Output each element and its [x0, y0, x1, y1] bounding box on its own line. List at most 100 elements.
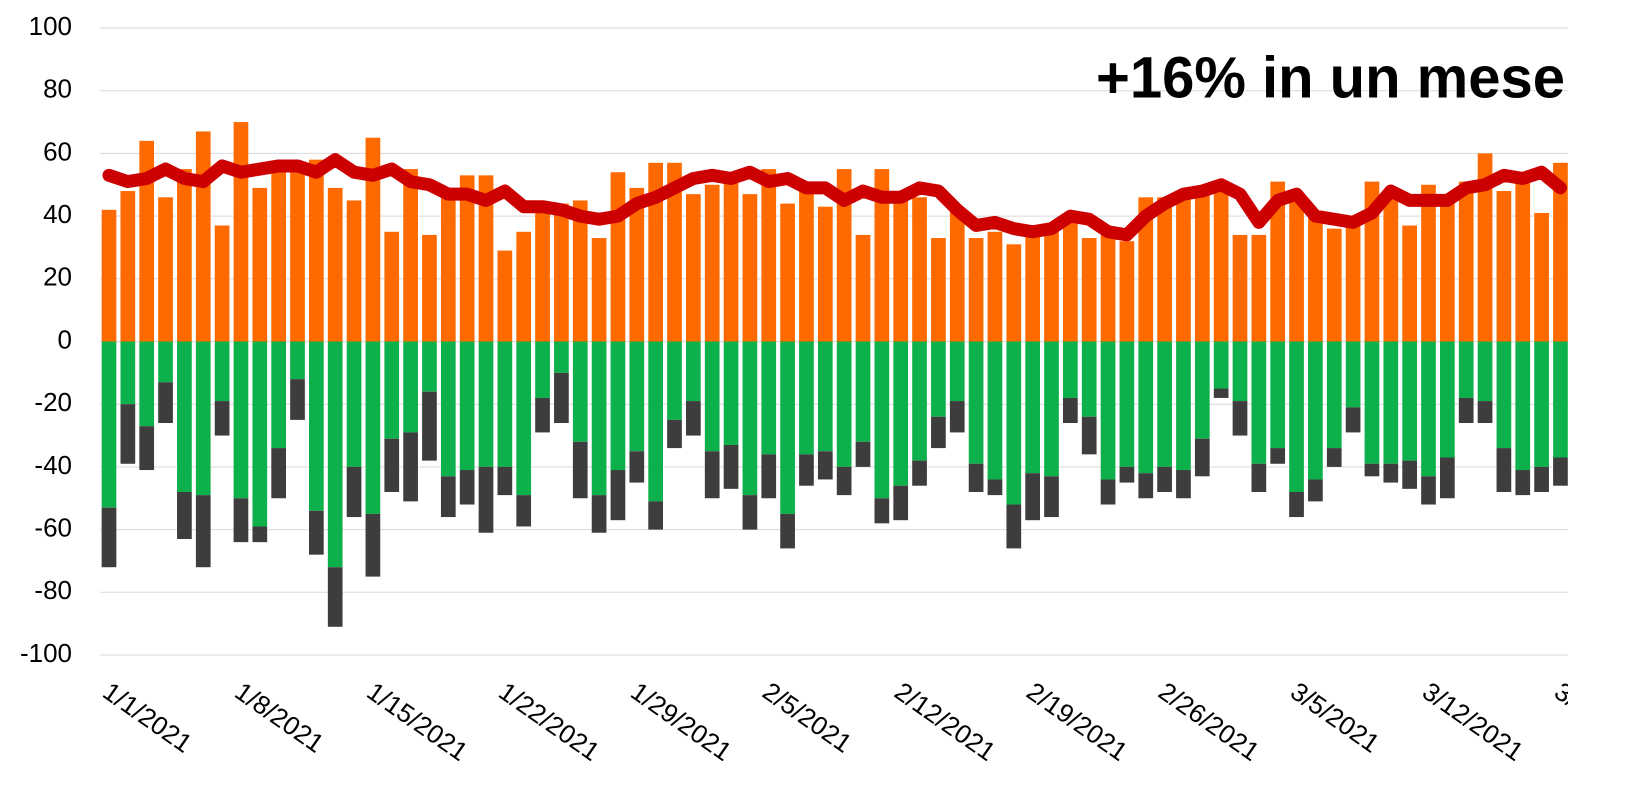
bar	[572, 200, 588, 342]
bar	[497, 466, 513, 496]
y-tick-label: 80	[43, 74, 72, 104]
bar	[912, 341, 927, 461]
x-tick-label: 1/22/2021	[493, 676, 605, 767]
bar	[1044, 341, 1059, 477]
bar	[365, 341, 381, 514]
y-tick-label: 60	[43, 136, 72, 166]
x-tick-label: 1/8/2021	[230, 676, 330, 759]
bar	[308, 510, 324, 555]
bar	[459, 175, 475, 342]
bar	[1534, 466, 1549, 492]
bar	[1100, 341, 1116, 480]
bar	[1119, 341, 1135, 467]
bar	[478, 175, 494, 342]
bar	[1176, 341, 1191, 471]
bar	[440, 197, 456, 342]
bar	[1006, 244, 1022, 342]
bar	[1345, 341, 1361, 408]
bar	[384, 438, 400, 492]
bar	[799, 341, 814, 455]
bar	[1534, 212, 1549, 342]
bar	[1421, 184, 1436, 342]
bar	[1138, 473, 1154, 499]
bar	[1402, 225, 1418, 342]
bar	[1326, 448, 1342, 467]
bar	[403, 432, 418, 502]
bar	[1213, 388, 1229, 398]
bar	[591, 341, 607, 496]
bar	[1119, 241, 1135, 342]
bar	[949, 401, 965, 433]
bar	[1062, 219, 1078, 342]
y-tick-label: -100	[20, 638, 72, 668]
bar	[648, 162, 664, 342]
bar	[1534, 341, 1549, 467]
y-tick-label: -60	[34, 512, 72, 542]
bar	[1553, 162, 1568, 342]
bar	[780, 341, 795, 514]
bar	[1025, 341, 1041, 474]
x-tick-label: 1/15/2021	[362, 676, 474, 767]
bar	[949, 341, 965, 402]
bar	[252, 187, 268, 342]
bar	[384, 341, 400, 439]
y-tick-label: 100	[29, 11, 72, 41]
bar	[195, 495, 211, 568]
bar	[855, 234, 871, 342]
bar	[761, 341, 777, 455]
bar	[516, 341, 532, 496]
bar	[685, 194, 701, 342]
bar	[667, 341, 682, 420]
bar	[572, 341, 588, 442]
bar	[1496, 341, 1512, 449]
bar	[1477, 341, 1493, 402]
bar	[1194, 341, 1210, 439]
bar	[987, 479, 1003, 496]
bar	[968, 341, 984, 464]
bar	[780, 513, 795, 549]
bar	[704, 451, 720, 499]
bar	[1044, 231, 1059, 342]
bar	[968, 238, 984, 342]
bar	[893, 200, 909, 342]
bar	[1081, 341, 1097, 417]
bar	[817, 206, 833, 342]
y-tick-label: 40	[43, 199, 72, 229]
bar	[252, 341, 268, 527]
plot-area: 1/1/2021 1/8/2021 1/15/2021 1/22/2021 1/29/2…	[98, 27, 1568, 767]
bar	[1308, 341, 1323, 480]
bar	[422, 391, 437, 461]
bar	[478, 341, 494, 467]
bar	[855, 341, 871, 442]
bar	[440, 341, 456, 477]
bar	[1364, 463, 1380, 477]
x-tick-label: 1/29/2021	[625, 676, 737, 767]
bar	[516, 495, 532, 527]
bar	[591, 238, 607, 342]
bar	[327, 341, 343, 568]
bar	[1100, 234, 1116, 342]
bar	[723, 178, 739, 342]
bar	[1289, 200, 1304, 342]
bar	[1251, 463, 1267, 492]
bar	[1345, 407, 1361, 433]
bar	[912, 197, 927, 342]
bar	[893, 485, 909, 521]
bar	[610, 172, 626, 342]
bar	[1270, 448, 1286, 464]
y-tick-label: -80	[34, 575, 72, 605]
bar	[1157, 197, 1172, 342]
bar	[874, 498, 890, 524]
bar	[403, 169, 418, 342]
bar	[949, 209, 965, 342]
bar	[1477, 153, 1493, 342]
bar	[1081, 416, 1097, 455]
bar	[177, 341, 192, 492]
bar	[987, 231, 1003, 342]
bar	[101, 341, 117, 508]
bar	[1383, 194, 1399, 342]
bar	[1383, 341, 1399, 464]
bar	[1270, 181, 1286, 342]
bar	[327, 567, 343, 627]
bar	[1251, 234, 1267, 342]
